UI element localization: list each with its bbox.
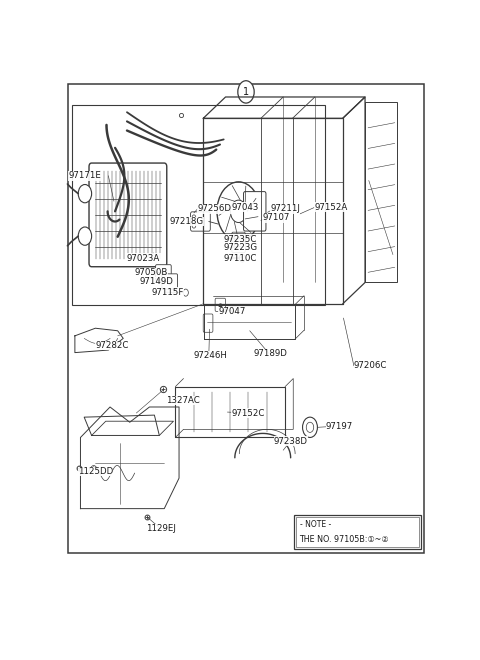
FancyBboxPatch shape — [191, 212, 210, 231]
Text: 97218G: 97218G — [170, 217, 204, 226]
Bar — [365, 102, 396, 282]
Text: 97282C: 97282C — [96, 341, 129, 350]
Text: 1: 1 — [243, 87, 249, 97]
Circle shape — [217, 182, 260, 241]
FancyBboxPatch shape — [162, 274, 178, 289]
Circle shape — [234, 244, 238, 249]
Text: 97107: 97107 — [263, 213, 290, 222]
Circle shape — [78, 185, 92, 203]
Text: 97189D: 97189D — [253, 349, 288, 358]
Text: 1327AC: 1327AC — [166, 396, 200, 405]
Text: 97149D: 97149D — [140, 277, 174, 286]
FancyBboxPatch shape — [243, 191, 266, 231]
Text: 97246H: 97246H — [194, 351, 228, 360]
Circle shape — [234, 235, 238, 240]
Circle shape — [302, 417, 317, 438]
Text: - NOTE -: - NOTE - — [300, 520, 331, 529]
Text: THE NO. 97105B:①~②: THE NO. 97105B:①~② — [299, 535, 388, 544]
FancyBboxPatch shape — [232, 232, 245, 244]
Text: 97206C: 97206C — [354, 361, 387, 370]
Circle shape — [161, 269, 166, 275]
Text: 1125DD: 1125DD — [78, 467, 113, 476]
Circle shape — [192, 223, 196, 228]
Circle shape — [192, 215, 196, 220]
Circle shape — [183, 289, 188, 296]
Bar — [296, 517, 419, 546]
Text: 97211J: 97211J — [270, 205, 300, 213]
Bar — [294, 515, 421, 549]
Text: 97235C: 97235C — [224, 235, 257, 244]
Text: 97238D: 97238D — [274, 436, 308, 446]
FancyBboxPatch shape — [215, 298, 226, 312]
Circle shape — [238, 81, 254, 103]
Text: 97197: 97197 — [326, 422, 353, 431]
FancyBboxPatch shape — [89, 163, 167, 267]
Circle shape — [78, 227, 92, 246]
Text: 97050B: 97050B — [134, 269, 168, 277]
Text: 1129EJ: 1129EJ — [145, 524, 175, 533]
Circle shape — [306, 422, 314, 432]
Text: 97115F: 97115F — [151, 288, 183, 296]
Text: 97023A: 97023A — [127, 253, 160, 263]
Text: 97152C: 97152C — [231, 409, 264, 418]
Text: 97047: 97047 — [218, 307, 245, 316]
FancyBboxPatch shape — [156, 265, 171, 280]
Bar — [72, 105, 325, 306]
Circle shape — [240, 254, 245, 262]
Text: 97152A: 97152A — [315, 203, 348, 212]
Text: 97110C: 97110C — [224, 253, 257, 263]
Text: 97223G: 97223G — [224, 244, 258, 252]
Text: 97171E: 97171E — [68, 171, 101, 180]
Circle shape — [168, 279, 172, 284]
Circle shape — [230, 200, 247, 222]
FancyBboxPatch shape — [203, 314, 213, 332]
FancyBboxPatch shape — [232, 242, 245, 253]
Text: 97043: 97043 — [231, 203, 259, 212]
Text: 97256D: 97256D — [198, 205, 232, 213]
